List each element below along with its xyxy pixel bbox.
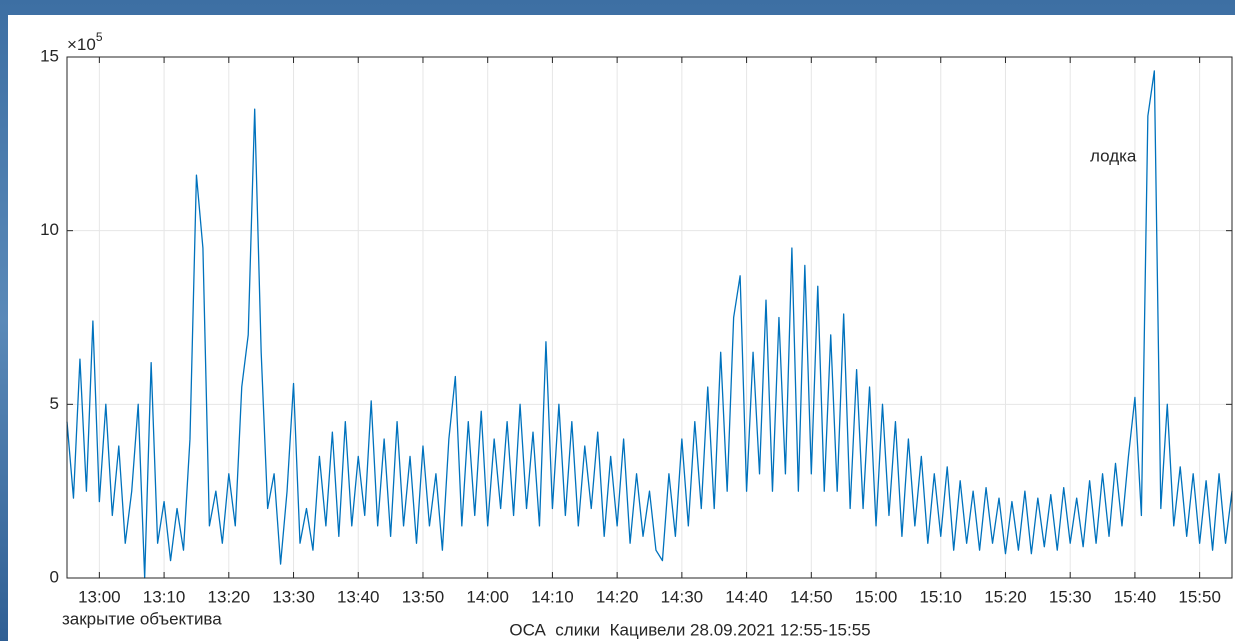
x-tick-label: 15:20 <box>984 587 1027 606</box>
x-tick-label: 15:10 <box>919 587 962 606</box>
x-tick-label: 14:50 <box>790 587 833 606</box>
annotation: лодка <box>1090 146 1137 165</box>
x-tick-label: 14:20 <box>596 587 639 606</box>
axes-box <box>66 56 1233 579</box>
plot-area: 0 5 10 15 13:00 13:10 13:20 13:30 13:40 13:50 14:0… <box>40 46 1233 606</box>
x-tick-label: 13:50 <box>402 587 445 606</box>
x-tick-label: 15:00 <box>855 587 898 606</box>
x-tick-label: 13:30 <box>272 587 315 606</box>
y-tick-label: 5 <box>50 394 59 413</box>
figure-background <box>8 15 1235 641</box>
x-tick-label: 15:40 <box>1114 587 1157 606</box>
annotation: закрытие объектива <box>62 609 222 628</box>
x-tick-label: 14:00 <box>466 587 509 606</box>
x-tick-label: 13:20 <box>208 587 251 606</box>
y-tick-label: 0 <box>50 567 59 586</box>
data-line <box>66 70 1233 579</box>
y-multiplier: ×105 <box>67 30 103 54</box>
x-tick-label: 15:30 <box>1049 587 1092 606</box>
x-tick-label: 13:40 <box>337 587 380 606</box>
x-tick-label: 14:40 <box>725 587 768 606</box>
x-tick-label: 14:30 <box>661 587 704 606</box>
y-tick-label: 10 <box>40 220 59 239</box>
y-multiplier-base: ×10 <box>67 35 96 54</box>
x-tick-label: 14:10 <box>531 587 574 606</box>
x-tick-label: 13:10 <box>143 587 186 606</box>
x-axis-label: ОСА слики Кацивели 28.09.2021 12:55-15:5… <box>509 620 870 639</box>
x-tick-label: 13:00 <box>78 587 121 606</box>
y-tick-label: 15 <box>40 46 59 65</box>
x-tick-label: 15:50 <box>1178 587 1221 606</box>
y-multiplier-exponent: 5 <box>96 30 103 44</box>
